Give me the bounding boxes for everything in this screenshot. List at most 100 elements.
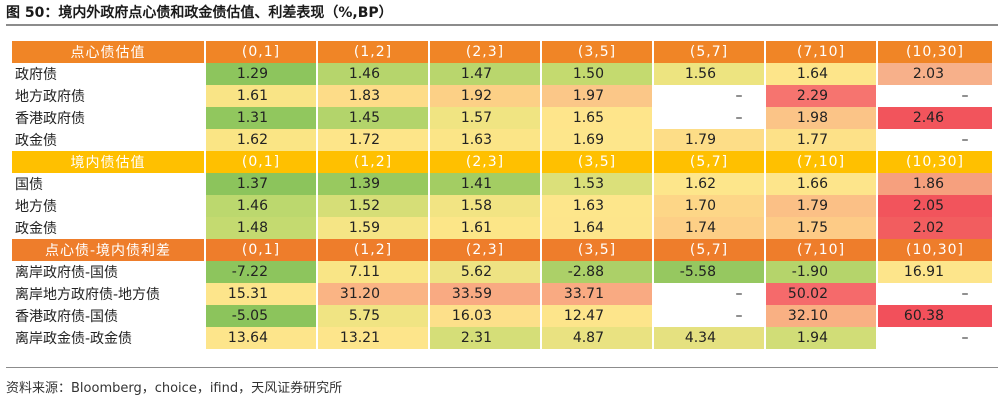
column-header: (2,3] <box>429 41 542 63</box>
table-row: 地方债 1.46 1.52 1.58 1.63 1.70 1.79 2.05 <box>12 195 992 217</box>
value-cell: 1.86 <box>877 173 992 195</box>
section-header-row: 点心债-境内债利差 (0,1] (1,2] (2,3] (3,5] (5,7] (7,10]… <box>12 239 992 261</box>
value-cell: 1.45 <box>317 107 430 129</box>
section-header-row: 点心债估值 (0,1] (1,2] (2,3] (3,5] (5,7] (7,10] (10,… <box>12 41 992 63</box>
column-header: (0,1] <box>205 239 318 261</box>
value-cell: 1.62 <box>205 129 318 151</box>
value-cell: 1.63 <box>429 129 542 151</box>
table-row: 地方政府债 1.61 1.83 1.92 1.97–2.29– <box>12 85 992 107</box>
value-cell: 1.97 <box>541 85 654 107</box>
value-cell: 1.79 <box>653 129 766 151</box>
valuation-table: 点心债估值 (0,1] (1,2] (2,3] (3,5] (5,7] (7,10] (10,… <box>12 41 992 349</box>
value-cell: 1.39 <box>317 173 430 195</box>
value-cell: 1.31 <box>205 107 318 129</box>
value-cell: – <box>877 85 992 107</box>
value-cell: 1.74 <box>653 217 766 239</box>
value-cell: – <box>653 107 766 129</box>
value-cell: 13.21 <box>317 327 430 349</box>
column-header: (10,30] <box>877 239 992 261</box>
table-row: 政府债 1.29 1.46 1.47 1.50 1.56 1.64 2.03 <box>12 63 992 85</box>
value-cell: -5.05 <box>205 305 318 327</box>
value-cell: 1.98 <box>765 107 878 129</box>
value-cell: 2.03 <box>877 63 992 85</box>
value-cell: 1.69 <box>541 129 654 151</box>
row-label: 地方政府债 <box>12 85 206 107</box>
value-cell: 1.79 <box>765 195 878 217</box>
value-cell: 1.52 <box>317 195 430 217</box>
value-cell: 1.50 <box>541 63 654 85</box>
source-divider <box>6 367 998 368</box>
row-label: 政金债 <box>12 129 206 151</box>
column-header: (7,10] <box>765 41 878 63</box>
column-header: (1,2] <box>317 239 430 261</box>
column-header: (5,7] <box>653 151 766 173</box>
table-row: 离岸地方政府债-地方债 15.31 31.20 33.59 33.71–50.02– <box>12 283 992 305</box>
value-cell: – <box>653 85 766 107</box>
value-cell: 1.83 <box>317 85 430 107</box>
value-cell: 1.77 <box>765 129 878 151</box>
title-divider <box>6 24 998 26</box>
column-header: (1,2] <box>317 151 430 173</box>
value-cell: 7.11 <box>317 261 430 283</box>
value-cell: 1.75 <box>765 217 878 239</box>
value-cell: 33.59 <box>429 283 542 305</box>
value-cell: -5.58 <box>653 261 766 283</box>
row-label: 政府债 <box>12 63 206 85</box>
value-cell: 2.02 <box>877 217 992 239</box>
column-header: (1,2] <box>317 41 430 63</box>
table-row: 离岸政府债-国债 -7.22 7.11 5.62 -2.88 -5.58 -1.90 16.9… <box>12 261 992 283</box>
table-row: 香港政府债-国债 -5.05 5.75 16.03 12.47–32.10 60.38 <box>12 305 992 327</box>
value-cell: 31.20 <box>317 283 430 305</box>
value-cell: 4.87 <box>541 327 654 349</box>
column-header: (2,3] <box>429 239 542 261</box>
figure-title: 图 50：境内外政府点心债和政金债估值、利差表现（%,BP） <box>6 5 393 21</box>
row-label: 离岸地方政府债-地方债 <box>12 283 206 305</box>
value-cell: 33.71 <box>541 283 654 305</box>
value-cell: 1.56 <box>653 63 766 85</box>
value-cell: 4.34 <box>653 327 766 349</box>
value-cell: – <box>653 305 766 327</box>
value-cell: 16.03 <box>429 305 542 327</box>
table-row: 政金债 1.62 1.72 1.63 1.69 1.79 1.77– <box>12 129 992 151</box>
value-cell: 2.31 <box>429 327 542 349</box>
value-cell: 1.64 <box>765 63 878 85</box>
row-label: 离岸政金债-政金债 <box>12 327 206 349</box>
column-header: (7,10] <box>765 239 878 261</box>
value-cell: 50.02 <box>765 283 878 305</box>
value-cell: 13.64 <box>205 327 318 349</box>
value-cell: 1.53 <box>541 173 654 195</box>
value-cell: 5.75 <box>317 305 430 327</box>
value-cell: – <box>877 129 992 151</box>
row-label: 香港政府债 <box>12 107 206 129</box>
value-cell: 1.94 <box>765 327 878 349</box>
section-title: 点心债估值 <box>12 41 206 63</box>
column-header: (5,7] <box>653 239 766 261</box>
table-row: 国债 1.37 1.39 1.41 1.53 1.62 1.66 1.86 <box>12 173 992 195</box>
value-cell: 1.70 <box>653 195 766 217</box>
value-cell: 1.64 <box>541 217 654 239</box>
table-row: 香港政府债 1.31 1.45 1.57 1.65–1.98 2.46 <box>12 107 992 129</box>
table-body: 点心债估值 (0,1] (1,2] (2,3] (3,5] (5,7] (7,10] (10,… <box>12 41 992 349</box>
value-cell: – <box>653 283 766 305</box>
row-label: 香港政府债-国债 <box>12 305 206 327</box>
value-cell: -2.88 <box>541 261 654 283</box>
value-cell: – <box>877 327 992 349</box>
section-title: 点心债-境内债利差 <box>12 239 206 261</box>
section-title: 境内债估值 <box>12 151 206 173</box>
source-note: 资料来源：Bloomberg，choice，ifind，天风证券研究所 <box>6 381 343 396</box>
column-header: (0,1] <box>205 151 318 173</box>
column-header: (3,5] <box>541 41 654 63</box>
value-cell: 1.72 <box>317 129 430 151</box>
value-cell: -7.22 <box>205 261 318 283</box>
value-cell: 2.05 <box>877 195 992 217</box>
column-header: (0,1] <box>205 41 318 63</box>
value-cell: 1.58 <box>429 195 542 217</box>
value-cell: 1.29 <box>205 63 318 85</box>
value-cell: 1.37 <box>205 173 318 195</box>
column-header: (10,30] <box>877 151 992 173</box>
value-cell: 5.62 <box>429 261 542 283</box>
value-cell: -1.90 <box>765 261 878 283</box>
section-header-row: 境内债估值 (0,1] (1,2] (2,3] (3,5] (5,7] (7,10] (10,… <box>12 151 992 173</box>
table-row: 政金债 1.48 1.59 1.61 1.64 1.74 1.75 2.02 <box>12 217 992 239</box>
row-label: 地方债 <box>12 195 206 217</box>
